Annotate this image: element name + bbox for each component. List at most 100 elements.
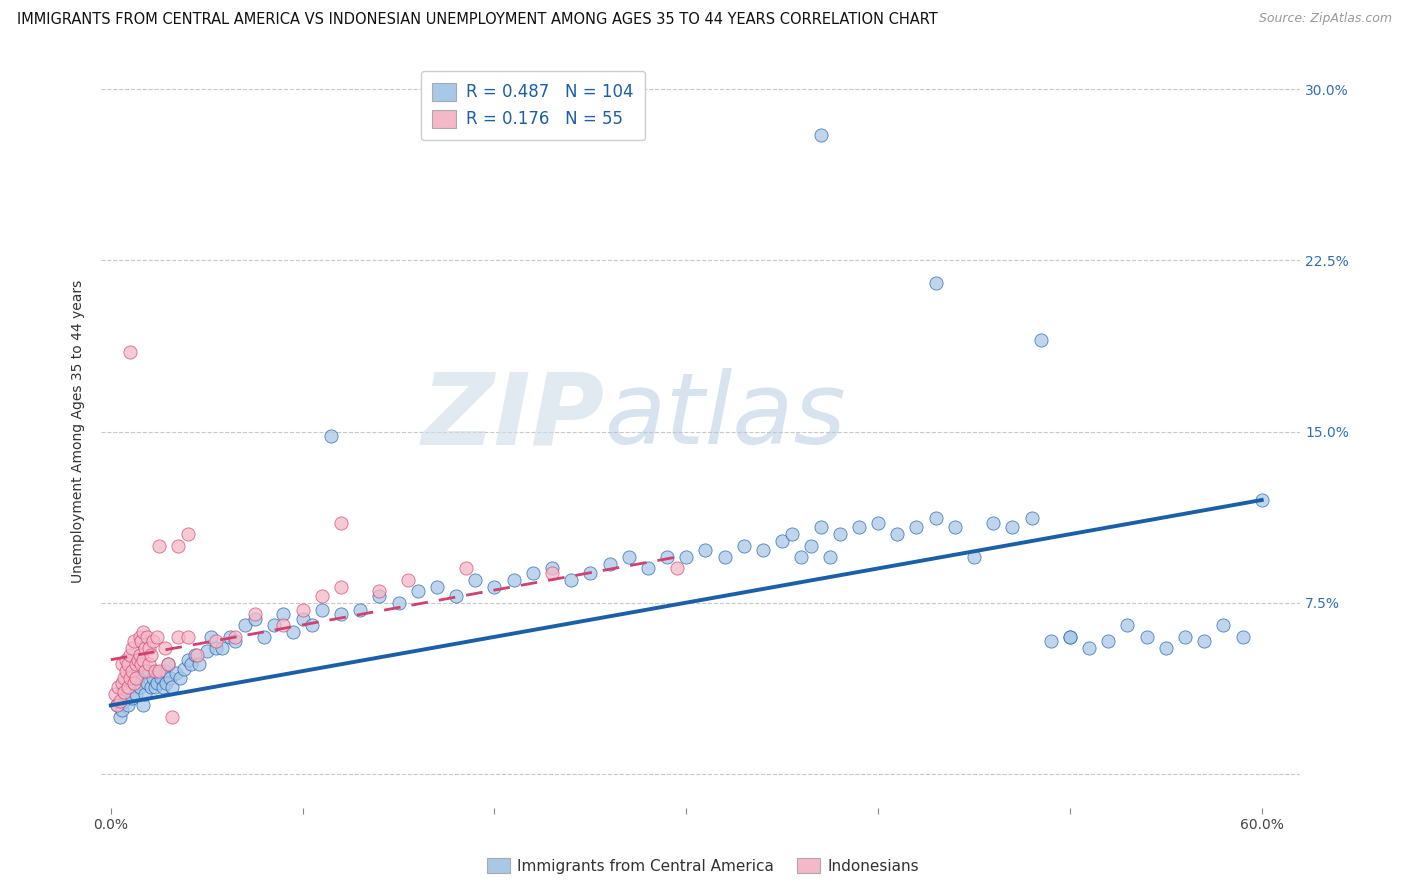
Point xyxy=(117,698,139,713)
Point xyxy=(173,662,195,676)
Point xyxy=(665,561,688,575)
Point xyxy=(1021,511,1043,525)
Point xyxy=(484,580,506,594)
Point xyxy=(105,698,128,713)
Legend: R = 0.487   N = 104, R = 0.176   N = 55: R = 0.487 N = 104, R = 0.176 N = 55 xyxy=(420,71,645,140)
Text: ZIP: ZIP xyxy=(422,368,605,465)
Point xyxy=(115,664,138,678)
Point xyxy=(868,516,890,530)
Point xyxy=(1059,630,1081,644)
Point xyxy=(134,641,156,656)
Point xyxy=(118,344,141,359)
Point xyxy=(131,657,153,672)
Point xyxy=(118,648,141,662)
Point xyxy=(1174,630,1197,644)
Point xyxy=(368,589,391,603)
Point xyxy=(139,648,162,662)
Point xyxy=(136,675,159,690)
Point xyxy=(128,680,150,694)
Point xyxy=(118,671,141,685)
Point xyxy=(112,671,135,685)
Point xyxy=(115,653,138,667)
Point xyxy=(127,671,149,685)
Point xyxy=(800,539,823,553)
Point xyxy=(205,634,228,648)
Point xyxy=(780,527,803,541)
Point xyxy=(138,664,160,678)
Point xyxy=(125,671,148,685)
Point xyxy=(1154,641,1177,656)
Point xyxy=(1078,641,1101,656)
Point xyxy=(243,612,266,626)
Point xyxy=(121,641,143,656)
Point xyxy=(138,641,160,656)
Point xyxy=(695,543,717,558)
Point xyxy=(810,520,832,534)
Point xyxy=(1232,630,1254,644)
Point xyxy=(1097,634,1119,648)
Text: atlas: atlas xyxy=(605,368,846,465)
Point xyxy=(233,618,256,632)
Point xyxy=(125,687,148,701)
Point xyxy=(153,664,176,678)
Point xyxy=(132,698,155,713)
Point xyxy=(224,630,246,644)
Point xyxy=(121,691,143,706)
Point xyxy=(818,549,841,564)
Point xyxy=(167,539,190,553)
Point xyxy=(981,516,1004,530)
Point xyxy=(139,680,162,694)
Point xyxy=(810,128,832,142)
Point xyxy=(157,657,180,672)
Point xyxy=(165,666,187,681)
Point xyxy=(291,612,314,626)
Point xyxy=(138,657,160,672)
Point xyxy=(148,666,170,681)
Point xyxy=(349,602,371,616)
Point xyxy=(132,653,155,667)
Point xyxy=(655,549,678,564)
Point xyxy=(118,680,141,694)
Point xyxy=(205,641,228,656)
Point xyxy=(148,664,170,678)
Point xyxy=(253,630,276,644)
Point xyxy=(541,566,564,580)
Point xyxy=(848,520,870,534)
Point xyxy=(637,561,659,575)
Point xyxy=(1250,493,1272,508)
Point xyxy=(273,618,295,632)
Point xyxy=(122,675,145,690)
Point xyxy=(122,675,145,690)
Point xyxy=(132,625,155,640)
Point xyxy=(828,527,851,541)
Point xyxy=(1029,334,1052,348)
Point xyxy=(146,675,169,690)
Point xyxy=(406,584,429,599)
Point xyxy=(330,516,353,530)
Point xyxy=(454,561,477,575)
Point xyxy=(963,549,986,564)
Point xyxy=(180,657,202,672)
Point xyxy=(243,607,266,621)
Point xyxy=(211,641,233,656)
Point xyxy=(153,641,176,656)
Point xyxy=(790,549,813,564)
Point xyxy=(142,671,165,685)
Point xyxy=(905,520,928,534)
Point xyxy=(464,573,486,587)
Point xyxy=(105,698,128,713)
Point xyxy=(263,618,285,632)
Point xyxy=(1001,520,1024,534)
Point xyxy=(152,680,174,694)
Point xyxy=(159,671,181,685)
Point xyxy=(115,687,138,701)
Point xyxy=(188,657,211,672)
Point xyxy=(502,573,524,587)
Point xyxy=(426,580,449,594)
Point xyxy=(143,680,166,694)
Point xyxy=(1039,634,1062,648)
Point xyxy=(176,630,198,644)
Point xyxy=(291,602,314,616)
Point xyxy=(148,539,170,553)
Point xyxy=(599,557,621,571)
